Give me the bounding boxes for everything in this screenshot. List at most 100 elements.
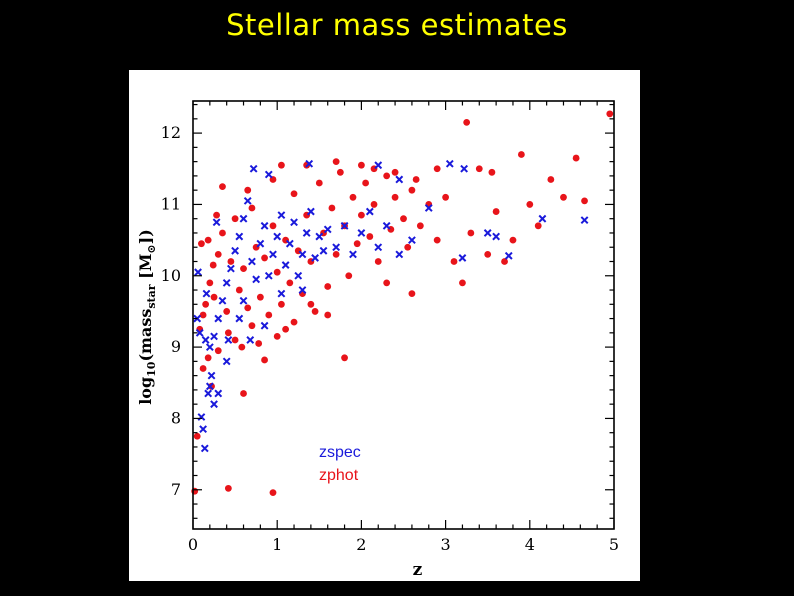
- zspec-point: [252, 275, 261, 284]
- zphot-point: [400, 215, 407, 223]
- zphot-point: [463, 119, 471, 126]
- zphot-point: [475, 165, 483, 173]
- series-zspec: [193, 159, 589, 453]
- axis-ticks: [192, 101, 615, 529]
- zspec-point: [315, 232, 324, 241]
- zspec-point: [492, 232, 501, 241]
- zphot-point: [261, 356, 268, 364]
- zphot-point: [255, 340, 263, 347]
- zspec-point: [224, 336, 233, 344]
- x-tick-label: 1: [272, 535, 282, 554]
- y-tick-label: 12: [161, 123, 181, 142]
- zphot-point: [286, 279, 294, 287]
- zphot-point: [202, 300, 210, 308]
- y-title-open: [M: [136, 254, 155, 285]
- zphot-point: [450, 258, 458, 265]
- zspec-point: [298, 250, 307, 259]
- zspec-point: [395, 175, 404, 184]
- zspec-point: [200, 444, 209, 453]
- zphot-point: [433, 236, 441, 244]
- zphot-point: [223, 308, 231, 315]
- zphot-point: [210, 293, 218, 301]
- zphot-point: [391, 193, 399, 201]
- zphot-point: [433, 165, 441, 173]
- zphot-point: [560, 193, 567, 201]
- zspec-point: [273, 232, 282, 241]
- zspec-point: [269, 250, 277, 259]
- zspec-point: [239, 296, 248, 305]
- y-tick-label: 7: [171, 480, 181, 499]
- zphot-point: [488, 168, 496, 176]
- zspec-point: [483, 229, 492, 237]
- zspec-point: [323, 225, 332, 234]
- zphot-point: [214, 347, 222, 355]
- zphot-point: [278, 300, 285, 308]
- zphot-point: [341, 354, 348, 362]
- zphot-point: [240, 265, 247, 273]
- zspec-point: [205, 343, 214, 352]
- zspec-point: [580, 216, 589, 225]
- y-axis-title: log10(massstar [M⊙]): [136, 229, 158, 405]
- zspec-point: [294, 271, 303, 280]
- zspec-point: [226, 264, 235, 273]
- zspec-point: [210, 400, 218, 409]
- zspec-point: [222, 278, 231, 287]
- zphot-point: [238, 343, 246, 351]
- zphot-point: [261, 254, 268, 262]
- zphot-point: [606, 110, 614, 118]
- zspec-point: [305, 159, 314, 168]
- zspec-point: [319, 246, 328, 255]
- zspec-point: [395, 250, 404, 259]
- zspec-point: [277, 289, 286, 298]
- zphot-point: [324, 311, 332, 319]
- zphot-point: [231, 215, 239, 223]
- zphot-point: [353, 240, 361, 248]
- zphot-point: [290, 190, 298, 198]
- zphot-point: [224, 484, 232, 492]
- zspec-point: [264, 170, 273, 179]
- zphot-point: [370, 201, 378, 208]
- zspec-point: [311, 254, 319, 262]
- zphot-point: [416, 222, 424, 230]
- zphot-point: [219, 229, 226, 237]
- zspec-point: [248, 257, 256, 266]
- zphot-point: [366, 233, 374, 240]
- zspec-point: [218, 296, 227, 305]
- zspec-point: [408, 236, 416, 245]
- zphot-point: [282, 325, 290, 333]
- x-tick-label: 3: [441, 535, 451, 554]
- zspec-point: [357, 229, 366, 237]
- zphot-point: [273, 333, 281, 340]
- zspec-point: [214, 389, 223, 398]
- zphot-point: [349, 193, 357, 201]
- y-tick-label: 8: [171, 408, 181, 427]
- zphot-point: [204, 354, 212, 362]
- zspec-point: [504, 251, 513, 260]
- zspec-point: [212, 218, 221, 227]
- zphot-point: [328, 204, 336, 212]
- plot-panel: 0 1 2 3 4 5 7 8 9 10 11 12 z log10(massstar [M⊙]) z…: [129, 70, 640, 581]
- zphot-point: [193, 432, 201, 440]
- zphot-point: [290, 318, 298, 326]
- x-tick-label: 5: [609, 535, 619, 554]
- zspec-point: [458, 254, 467, 262]
- x-tick-label: 0: [188, 535, 198, 554]
- zphot-point: [412, 176, 420, 183]
- zspec-point: [210, 332, 218, 341]
- zspec-point: [243, 196, 252, 205]
- zphot-point: [345, 272, 353, 280]
- y-title-mid: (mass: [136, 309, 155, 362]
- zspec-point: [290, 218, 298, 227]
- zphot-point: [358, 211, 365, 219]
- y-tick-label: 9: [171, 337, 181, 356]
- zphot-point: [332, 250, 340, 258]
- zphot-point: [208, 382, 215, 390]
- x-tick-label: 2: [356, 535, 366, 554]
- zspec-point: [199, 425, 208, 434]
- zphot-point: [244, 304, 252, 312]
- y-title-main: log: [136, 377, 155, 405]
- zphot-point: [509, 236, 517, 244]
- zphot-point: [336, 168, 344, 176]
- y-tick-label: 11: [161, 194, 181, 213]
